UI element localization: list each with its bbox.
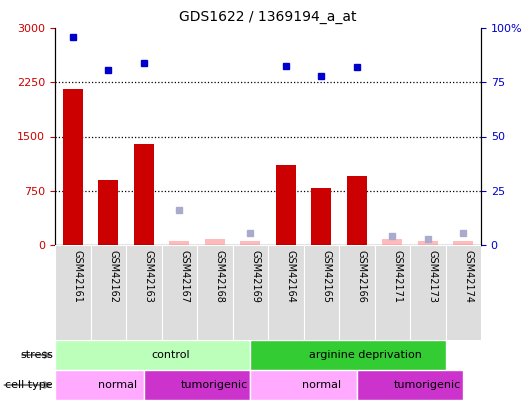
Bar — [418, 241, 438, 245]
Text: stress: stress — [20, 350, 53, 360]
Bar — [347, 176, 367, 245]
Text: normal: normal — [302, 380, 341, 390]
Text: GSM42161: GSM42161 — [73, 250, 83, 303]
Text: GSM42169: GSM42169 — [250, 250, 260, 303]
Text: GSM42173: GSM42173 — [428, 250, 438, 303]
Text: GSM42166: GSM42166 — [357, 250, 367, 303]
Bar — [453, 241, 473, 245]
Text: cell type: cell type — [5, 380, 53, 390]
Text: arginine deprivation: arginine deprivation — [309, 350, 422, 360]
Bar — [268, 245, 303, 340]
Bar — [134, 145, 154, 245]
Text: GSM42174: GSM42174 — [463, 250, 473, 303]
Bar — [276, 165, 295, 245]
Bar — [98, 180, 118, 245]
Bar — [55, 370, 144, 400]
Title: GDS1622 / 1369194_a_at: GDS1622 / 1369194_a_at — [179, 10, 357, 24]
Bar — [250, 370, 357, 400]
Bar — [339, 245, 374, 340]
Bar — [55, 340, 250, 370]
Text: tumorigenic: tumorigenic — [394, 380, 461, 390]
Text: control: control — [151, 350, 190, 360]
Text: GSM42164: GSM42164 — [286, 250, 295, 303]
Bar — [374, 245, 410, 340]
Bar — [312, 188, 331, 245]
Bar — [126, 245, 162, 340]
Bar — [446, 245, 481, 340]
Bar — [303, 245, 339, 340]
Bar — [169, 241, 189, 245]
Bar — [410, 245, 446, 340]
Text: normal: normal — [98, 380, 137, 390]
Text: tumorigenic: tumorigenic — [181, 380, 248, 390]
Bar — [162, 245, 197, 340]
Bar — [197, 245, 233, 340]
Bar — [241, 241, 260, 245]
Text: GSM42171: GSM42171 — [392, 250, 402, 303]
Bar — [382, 239, 402, 245]
Bar — [55, 245, 90, 340]
Bar — [233, 245, 268, 340]
Bar — [63, 90, 83, 245]
Text: GSM42168: GSM42168 — [215, 250, 225, 303]
Text: GSM42163: GSM42163 — [144, 250, 154, 303]
Bar — [250, 340, 446, 370]
Text: GSM42167: GSM42167 — [179, 250, 189, 303]
Text: GSM42162: GSM42162 — [108, 250, 118, 303]
Bar — [144, 370, 250, 400]
Bar — [357, 370, 463, 400]
Text: GSM42165: GSM42165 — [321, 250, 331, 303]
Bar — [90, 245, 126, 340]
Bar — [205, 239, 224, 245]
